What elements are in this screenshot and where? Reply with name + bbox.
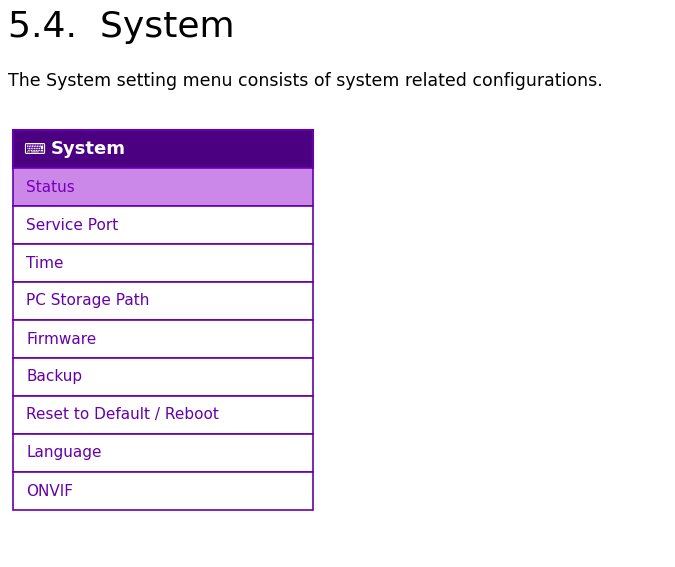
Text: ONVIF: ONVIF	[26, 484, 73, 498]
Text: Service Port: Service Port	[26, 218, 118, 232]
Bar	[13, 244, 313, 282]
Text: 5.4.  System: 5.4. System	[8, 10, 235, 44]
Text: Reset to Default / Reboot: Reset to Default / Reboot	[26, 408, 219, 422]
Bar	[13, 358, 313, 396]
Text: PC Storage Path: PC Storage Path	[26, 294, 149, 308]
Bar	[13, 396, 313, 434]
Text: Language: Language	[26, 446, 101, 460]
Text: The System setting menu consists of system related configurations.: The System setting menu consists of syst…	[8, 72, 603, 90]
Text: Firmware: Firmware	[26, 332, 97, 346]
Text: Backup: Backup	[26, 370, 82, 384]
Bar	[13, 434, 313, 472]
Text: Status: Status	[26, 180, 75, 194]
Bar	[13, 206, 313, 244]
Bar	[13, 282, 313, 320]
Bar	[13, 320, 313, 358]
Bar	[13, 472, 313, 510]
Bar	[13, 130, 313, 168]
Bar	[13, 168, 313, 206]
Text: ⌨: ⌨	[23, 142, 45, 156]
Text: Time: Time	[26, 256, 63, 270]
Text: System: System	[51, 140, 126, 158]
